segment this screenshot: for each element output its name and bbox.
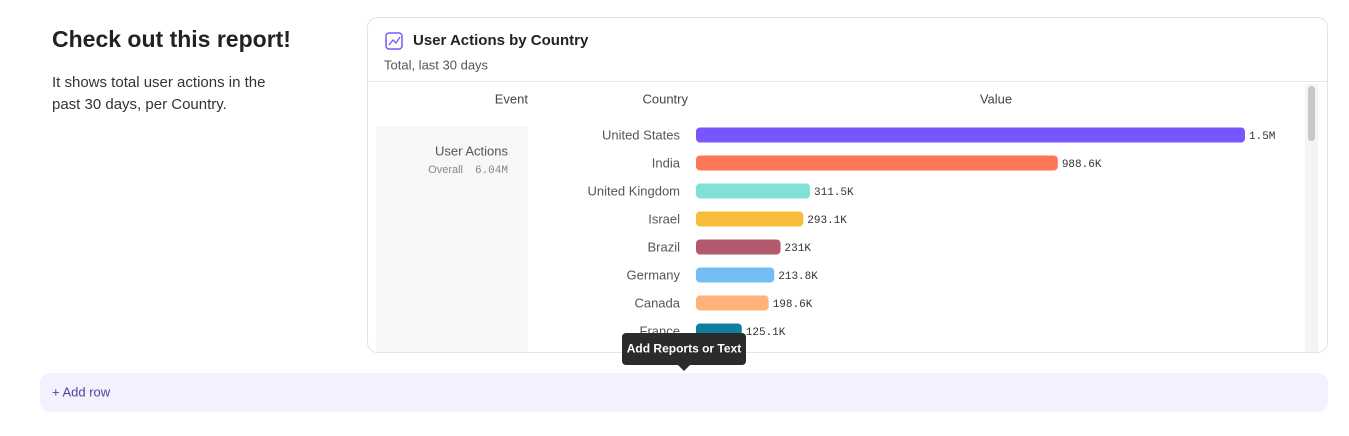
value-label: 1.5M [1249,131,1275,143]
tooltip-text: Add Reports or Text [627,342,741,356]
chart: User Actions Overall 6.04M United States… [376,126,1275,352]
report-icon-line [388,36,401,46]
value-label: 231K [785,243,812,255]
value-label: 213.8K [778,271,818,283]
bar [696,295,769,311]
bar [696,155,1058,171]
report-subtitle: Total, last 30 days [384,57,489,72]
sidebar-description: It shows total user actions in the past … [52,74,266,113]
sidebar-title: Check out this report! [52,26,291,52]
report-card[interactable] [367,17,1328,353]
report-icon [385,32,403,50]
bar [696,267,775,283]
category-label: Germany [627,267,681,282]
add-row-button[interactable]: + Add row [52,384,111,399]
column-header: Country [642,91,688,106]
scrollbar-track [1305,84,1318,352]
category-label: Brazil [647,239,680,254]
category-label: Canada [634,295,680,310]
tooltip-arrow [678,365,690,371]
bar [696,211,804,227]
category-label: Israel [648,211,680,226]
value-label: 198.6K [773,299,813,311]
event-name: User Actions [435,143,508,158]
tooltip [622,333,746,365]
add-row-bar[interactable] [40,373,1328,412]
column-header: Event [495,91,529,106]
category-label: India [652,155,681,170]
category-label: United States [602,127,681,142]
event-overall-value: 6.04M [475,165,508,177]
bar [696,239,781,255]
bar [696,183,811,199]
scrollbar-thumb[interactable] [1308,86,1315,141]
bar [696,127,1245,143]
category-label: United Kingdom [588,183,681,198]
event-panel [376,126,528,352]
event-overall-label: Overall [428,164,463,176]
column-header: Value [980,91,1012,106]
value-label: 125.1K [746,327,786,339]
value-label: 311.5K [814,187,854,199]
report-title[interactable]: User Actions by Country [413,32,589,49]
value-label: 988.6K [1062,159,1102,171]
value-label: 293.1K [807,215,847,227]
